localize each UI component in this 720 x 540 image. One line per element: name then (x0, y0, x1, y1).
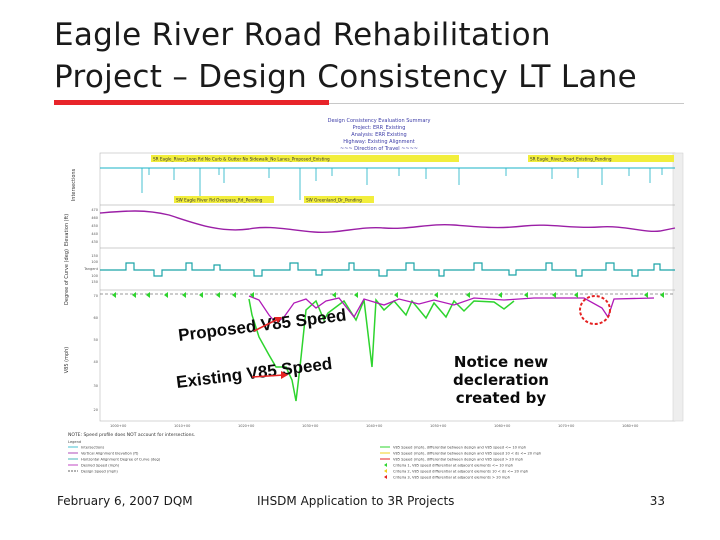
svg-text:V85 Speed (mph), differential: V85 Speed (mph), differential between de… (393, 458, 523, 462)
curvature-profile (100, 262, 675, 277)
svg-text:460: 460 (91, 216, 98, 220)
svg-text:150: 150 (91, 254, 98, 258)
slide-number: 33 (649, 494, 665, 508)
intersection-label: SR Eagle_River_Road_Existing_Pending (530, 157, 612, 162)
footer-date: February 6, 2007 DQM (57, 494, 193, 508)
design-consistency-report: Design Consistency Evaluation Summary Pr… (54, 105, 684, 480)
intersection-label-box (304, 196, 374, 203)
proposed-speed-profile (248, 295, 655, 324)
svg-text:Horizontal Alignment Degree of: Horizontal Alignment Degree of Curve (de… (81, 458, 161, 462)
report-note: NOTE: Speed profile does NOT account for… (68, 432, 195, 438)
svg-text:1060+00: 1060+00 (494, 424, 510, 428)
band-label-elevation: Elevation (ft) (64, 214, 70, 246)
svg-text:450: 450 (91, 224, 98, 228)
svg-text:Design Speed (mph): Design Speed (mph) (81, 470, 118, 474)
intersection-ticks (141, 168, 663, 200)
proposed-arrow-line (253, 318, 279, 332)
svg-text:1040+00: 1040+00 (366, 424, 382, 428)
svg-text:20: 20 (94, 408, 98, 412)
intersection-label-box (151, 155, 459, 162)
slide-title-line2: Project – Design Consistency LT Lane (54, 59, 638, 95)
svg-text:100: 100 (91, 260, 98, 264)
elevation-profile (99, 210, 676, 234)
svg-text:Intersections: Intersections (81, 446, 104, 450)
svg-text:1020+00: 1020+00 (238, 424, 254, 428)
svg-text:Criteria 2, V85 speed differen: Criteria 2, V85 speed differential at ad… (393, 470, 528, 474)
report-header-line: ~~~ Direction of Travel ~~~~ (340, 146, 418, 152)
notice-callout: Notice new decleration created by (453, 353, 549, 407)
svg-text:1010+00: 1010+00 (174, 424, 190, 428)
svg-text:Legend: Legend (68, 440, 81, 444)
footer-title: IHSDM Application to 3R Projects (257, 494, 455, 508)
title-divider (54, 100, 684, 108)
intersection-label: SR Eagle_River_Loop Rd No Curb & Gutter … (153, 157, 330, 162)
svg-text:60: 60 (94, 316, 98, 320)
svg-text:150: 150 (91, 280, 98, 284)
svg-text:30: 30 (94, 384, 98, 388)
band-label-intersections: Intersections (71, 168, 77, 201)
report-header-line: Project: ERR_Existing (353, 125, 406, 131)
svg-text:Criteria 3, V85 speed differen: Criteria 3, V85 speed differential at ad… (393, 476, 510, 480)
notice-line: created by (456, 389, 547, 407)
title-divider-accent (54, 100, 329, 108)
report-image: Design Consistency Evaluation Summary Pr… (54, 105, 684, 480)
existing-arrow-head (281, 371, 288, 379)
legend-right: V85 Speed (mph), differential between de… (380, 446, 541, 480)
svg-text:430: 430 (91, 240, 98, 244)
legend-left: Legend Intersections Vertical Alignment … (68, 440, 161, 474)
intersection-label: SW Eagle River Rd Overpass_Rd_Pending (176, 198, 263, 203)
svg-text:1080+00: 1080+00 (622, 424, 638, 428)
tangent-label: Tangent (83, 267, 99, 271)
report-scrollbar (672, 152, 684, 422)
deceleration-highlight-circle (579, 295, 611, 325)
svg-text:Criteria 1, V85 speed differen: Criteria 1, V85 speed differential at ad… (393, 464, 513, 468)
criteria-markers (112, 292, 664, 298)
proposed-arrow-head (274, 317, 282, 323)
svg-text:Desired Speed (mph): Desired Speed (mph) (81, 464, 120, 468)
svg-text:1050+00: 1050+00 (430, 424, 446, 428)
svg-text:1030+00: 1030+00 (302, 424, 318, 428)
report-header: Design Consistency Evaluation Summary Pr… (328, 118, 431, 152)
notice-line: Notice new (454, 353, 548, 371)
band-label-curvature: Degree of Curve (deg) (64, 249, 70, 305)
elevation-band: 470 460 450 440 430 (91, 208, 676, 244)
report-header-line: Highway: Existing Alignment (343, 139, 415, 145)
svg-text:40: 40 (94, 360, 98, 364)
speed-band: 70 60 50 40 30 20 (94, 292, 675, 412)
x-axis-ticks: 1000+00 1010+00 1020+00 1030+00 1040+00 1050… (110, 424, 638, 428)
svg-text:470: 470 (91, 208, 98, 212)
svg-text:50: 50 (94, 338, 98, 342)
band-label-speed: V85 (mph) (64, 347, 70, 374)
report-header-line: Design Consistency Evaluation Summary (328, 118, 431, 124)
svg-text:V85 Speed (mph), differential: V85 Speed (mph), differential between de… (393, 452, 541, 456)
notice-line: decleration (453, 371, 549, 389)
svg-text:V85 Speed (mph), differential: V85 Speed (mph), differential between de… (393, 446, 526, 450)
svg-text:1000+00: 1000+00 (110, 424, 126, 428)
slide-title-line1: Eagle River Road Rehabilitation (54, 17, 551, 53)
title-divider-line (329, 103, 684, 104)
existing-arrow-line (251, 374, 285, 378)
svg-text:100: 100 (91, 274, 98, 278)
svg-text:1070+00: 1070+00 (558, 424, 574, 428)
intersection-label-box (174, 196, 274, 203)
svg-text:Vertical Alignment Elevation (: Vertical Alignment Elevation (ft) (81, 452, 139, 456)
svg-text:440: 440 (91, 232, 98, 236)
slide-title: Eagle River Road Rehabilitation Project … (54, 14, 694, 98)
intersection-label: SW Greenland_Dr_Pending (306, 198, 362, 203)
curvature-band: 150 100 Tangent 100 150 (83, 254, 675, 284)
svg-text:70: 70 (94, 294, 98, 298)
report-header-line: Analysis: ERR Existing (351, 132, 406, 138)
intersection-band: SR Eagle_River_Loop Rd No Curb & Gutter … (100, 155, 675, 203)
intersection-label-box (528, 155, 674, 162)
